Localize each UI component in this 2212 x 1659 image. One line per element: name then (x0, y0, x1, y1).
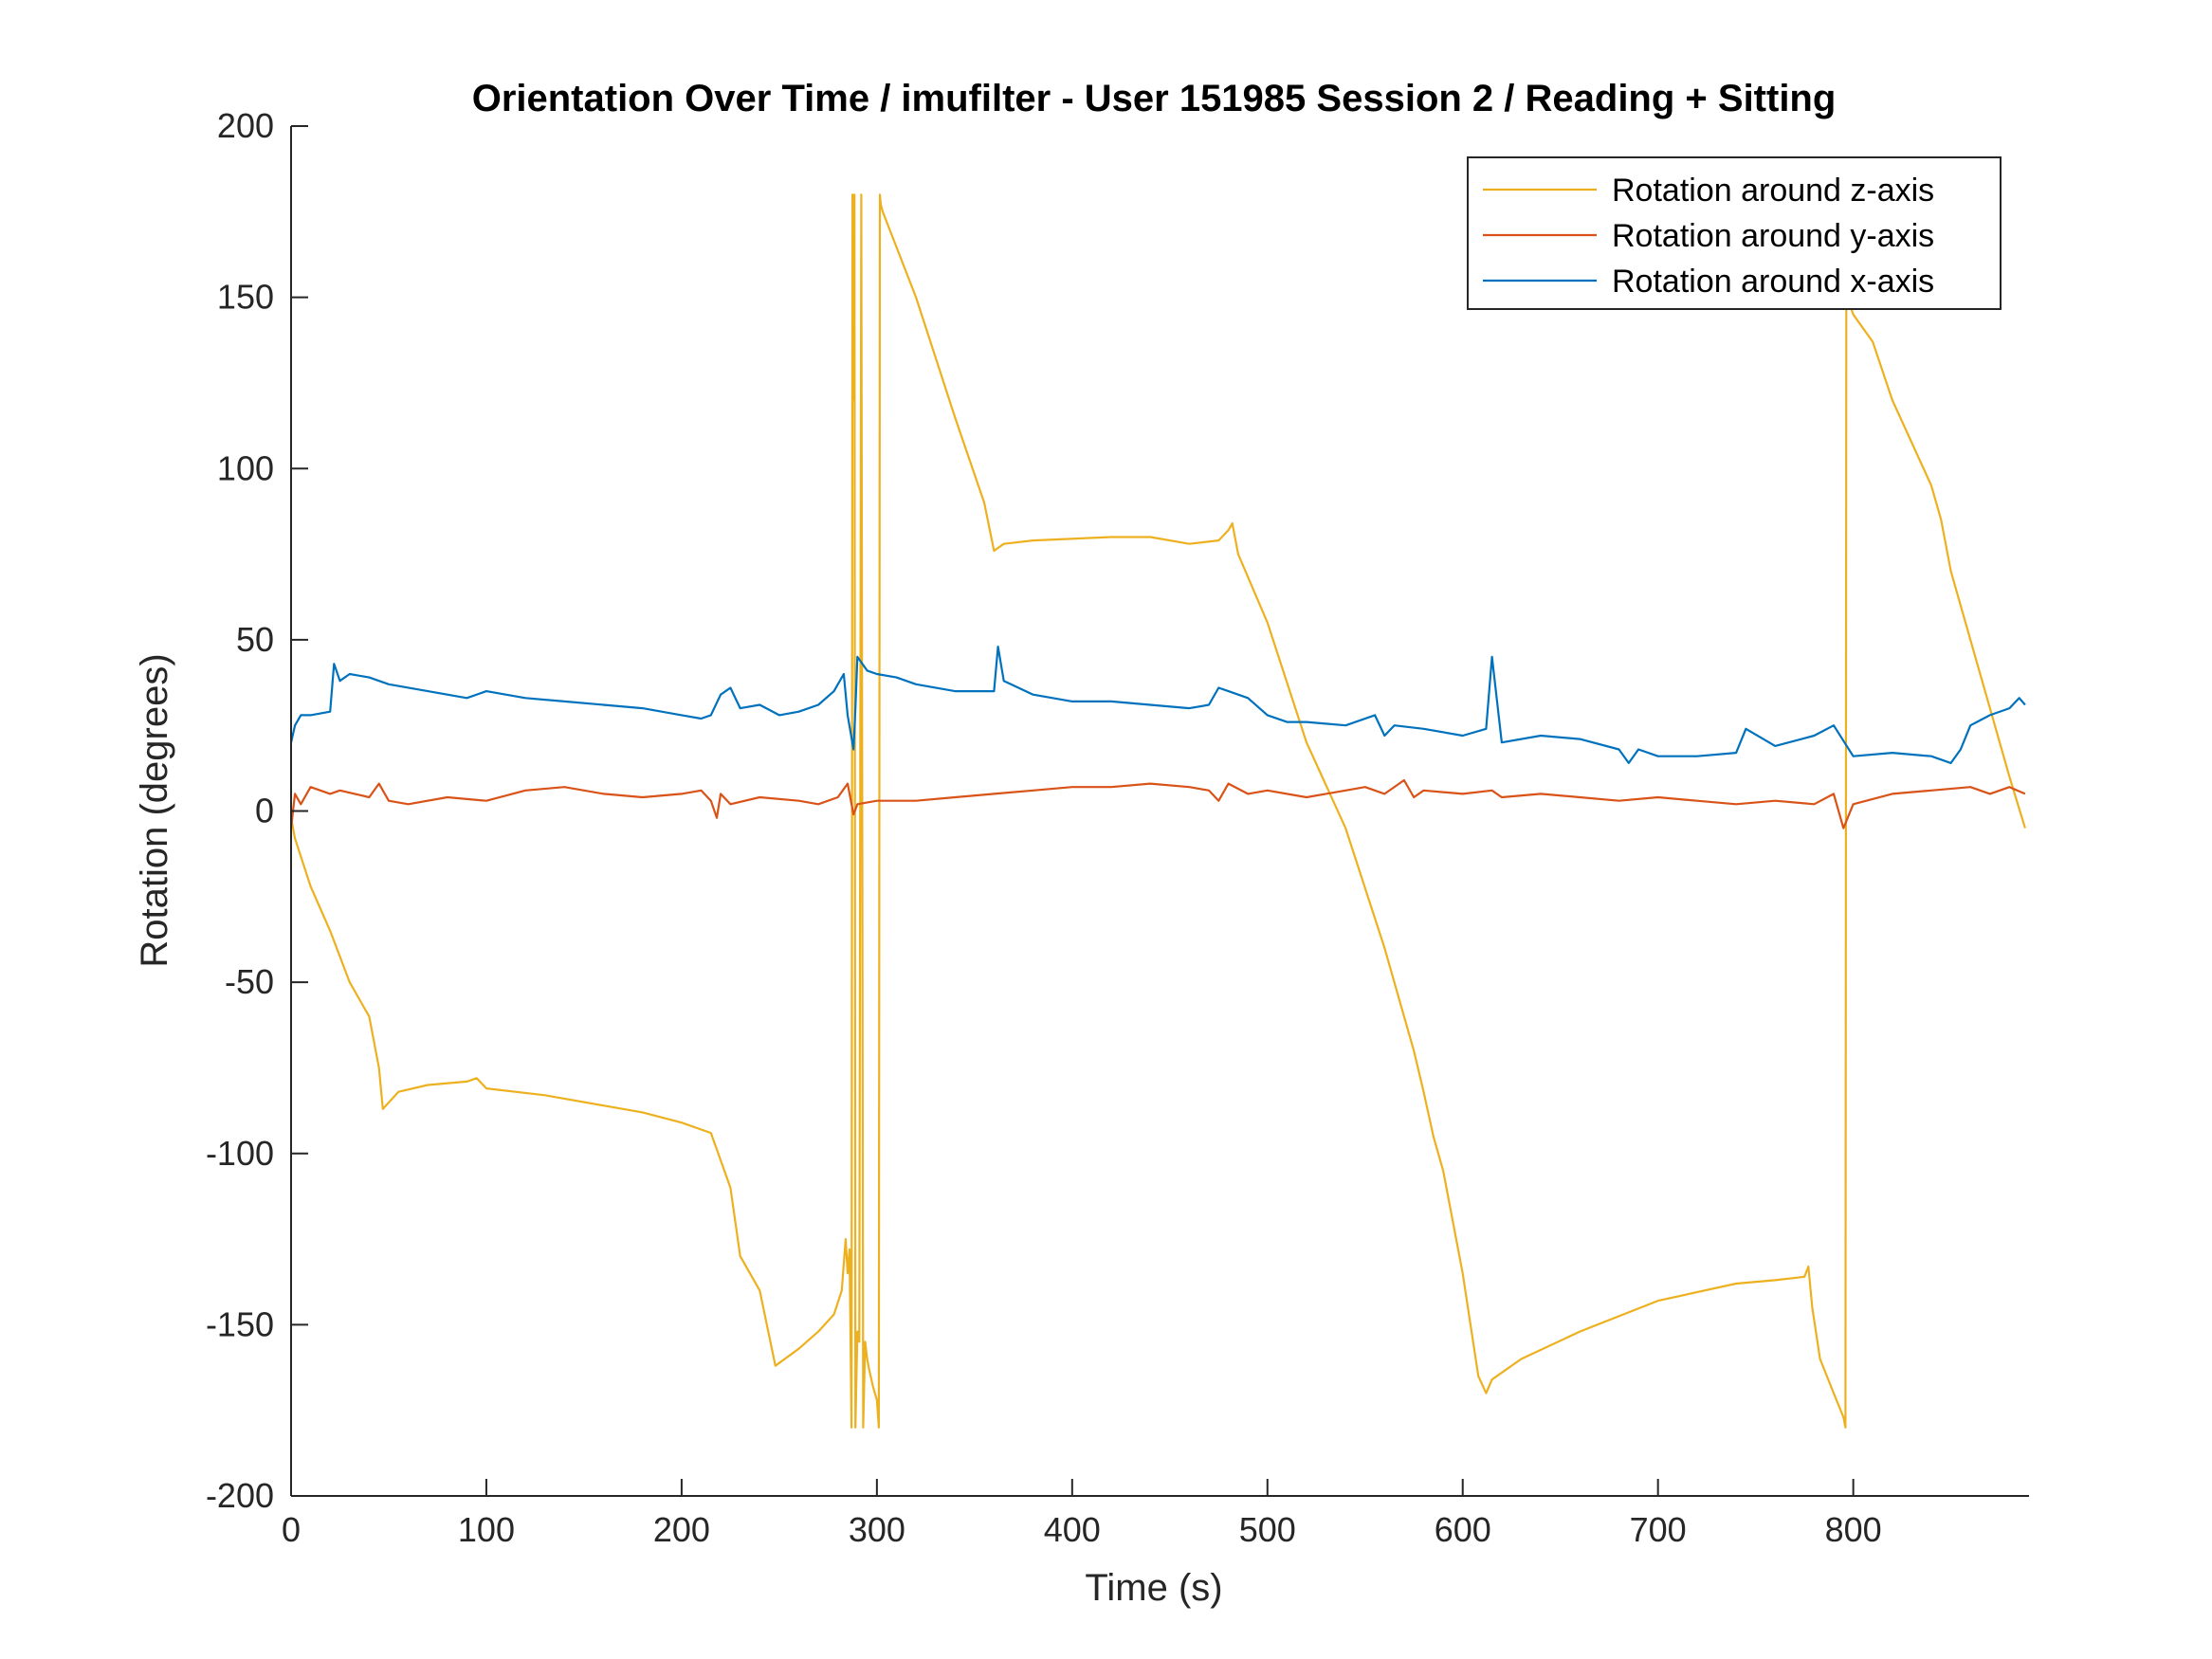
x-axis-label: Time (s) (1085, 1567, 1222, 1609)
x-tick-label-5: 500 (1239, 1510, 1296, 1549)
y-tick-label-7: 150 (217, 278, 274, 317)
x-tick-label-6: 600 (1435, 1510, 1491, 1549)
y-tick-label-3: -50 (225, 962, 274, 1001)
plot-area (289, 193, 2026, 1429)
x-tick-label-2: 200 (653, 1510, 710, 1549)
legend-box (1467, 156, 2002, 310)
series-line-0 (289, 193, 2026, 1429)
y-axis-label: Rotation (degrees) (134, 653, 175, 967)
y-tick-label-2: -100 (206, 1134, 274, 1173)
y-tick-label-8: 200 (217, 106, 274, 145)
axes: 0 100 200 300 400 500 600 700 800-200-150-100-50… (206, 106, 2029, 1549)
y-tick-label-6: 100 (217, 448, 274, 487)
x-tick-label-4: 400 (1044, 1510, 1101, 1549)
x-tick-label-8: 800 (1825, 1510, 1882, 1549)
chart-title: Orientation Over Time / imufilter - User… (472, 78, 1837, 119)
x-tick-label-7: 700 (1630, 1510, 1687, 1549)
y-tick-label-1: -150 (206, 1304, 274, 1343)
legend-label-1: Rotation around y-axis (1612, 218, 1934, 254)
x-tick-label-1: 100 (458, 1510, 515, 1549)
series-line-2 (289, 645, 2026, 765)
legend-label-2: Rotation around x-axis (1612, 264, 1934, 300)
x-tick-label-0: 0 (282, 1510, 301, 1549)
y-tick-label-5: 50 (236, 620, 274, 659)
series-line-1 (289, 778, 2026, 830)
legend-label-0: Rotation around z-axis (1612, 173, 1934, 209)
y-tick-label-0: -200 (206, 1476, 274, 1515)
y-tick-label-4: 0 (255, 792, 274, 830)
x-tick-label-3: 300 (849, 1510, 905, 1549)
legend: Rotation around z-axis Rotation around y-… (1467, 156, 2002, 310)
